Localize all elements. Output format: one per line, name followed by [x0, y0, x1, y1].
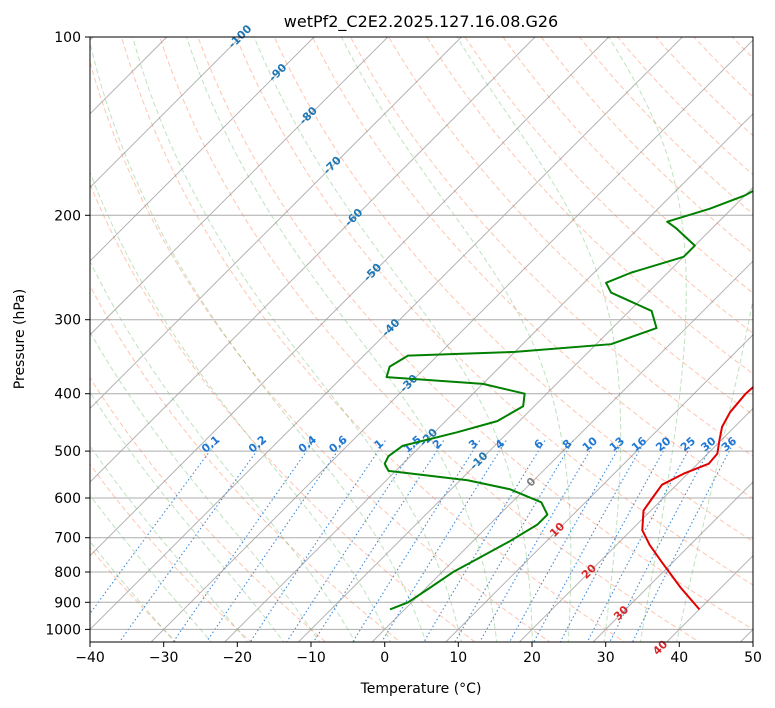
dry-adiabat-line: [464, 37, 753, 334]
x-tick-label: 10: [449, 650, 467, 666]
y-tick-label: 600: [54, 491, 81, 507]
profiles: [383, 189, 753, 611]
isotherm-line: [90, 37, 242, 189]
y-tick-label: 700: [54, 531, 81, 547]
dry-adiabat-line: [273, 37, 753, 543]
mixing-ratio-line: [508, 440, 624, 642]
mixing-ratio-lines: [90, 440, 736, 642]
y-tick-label: 800: [54, 565, 81, 581]
y-tick-label: 900: [54, 595, 81, 611]
mixing-ratio-line: [533, 440, 646, 642]
y-tick-label: 400: [54, 387, 81, 403]
isotherm-line: [223, 113, 753, 642]
plot-frame: [89, 36, 754, 643]
isotherm-line: [90, 37, 463, 410]
x-tick-label: −40: [75, 650, 105, 666]
y-tick-label: 200: [54, 208, 81, 224]
moist-adiabat-line: [90, 40, 427, 642]
x-axis-label: Temperature (°C): [360, 681, 482, 697]
mixing-ratio-line: [286, 440, 420, 642]
moist-adiabat-line: [90, 171, 392, 642]
isotherm-line: [592, 481, 753, 642]
mixing-ratio-line: [454, 440, 574, 642]
x-tick-label: 40: [670, 650, 688, 666]
mixing-ratio-line: [380, 440, 507, 642]
dry-adiabats: [90, 24, 775, 645]
dry-adiabat-line: [90, 60, 551, 642]
moist-adiabat-line: [90, 391, 285, 642]
chart-title: wetPf2_C2E2.2025.127.16.08.G26: [284, 12, 558, 32]
dry-adiabat-line: [90, 284, 402, 642]
mixing-ratio-line: [586, 440, 695, 642]
isotherm-line: [90, 37, 610, 557]
x-axis: −40 −30 −20 −10 0 10 20 30 40 50: [75, 642, 762, 666]
dry-adiabat-line: [197, 37, 753, 631]
dry-adiabat-line: [90, 182, 476, 642]
mixing-ratio-line: [118, 440, 265, 642]
mixing-ratio-line: [205, 440, 346, 642]
y-axis-label: Pressure (hPa): [12, 289, 28, 389]
y-tick-label: 500: [54, 444, 81, 460]
dry-adiabat-line: [235, 37, 753, 586]
dry-adiabat-line: [578, 37, 753, 215]
dewpoint-profile-line: [383, 189, 753, 611]
dry-adiabat-line: [350, 37, 753, 457]
temperature-profile-line: [641, 385, 753, 611]
isobars: [90, 37, 753, 630]
y-axis: 100 200 300 400 500 600 700 800 900 1000: [45, 30, 90, 638]
isotherm-line: [518, 407, 753, 642]
x-tick-label: 30: [597, 650, 615, 666]
isotherm-line: [150, 39, 753, 642]
y-tick-label: 1000: [45, 622, 81, 638]
moist-adiabat-line: [90, 444, 249, 642]
y-tick-label: 300: [54, 313, 81, 329]
dry-adiabat-line: [502, 37, 753, 294]
mixing-ratio-line: [249, 440, 386, 642]
isotherm-line: [90, 37, 315, 262]
isotherm-line: [371, 260, 753, 642]
x-tick-label: −10: [296, 650, 326, 666]
isotherms: [90, 37, 753, 642]
x-tick-label: 20: [523, 650, 541, 666]
mixing-ratio-line: [352, 440, 481, 642]
dry-adiabat-line: [311, 37, 753, 500]
isotherm-line: [90, 37, 536, 483]
dry-adiabat-line: [757, 24, 775, 645]
dry-adiabat-line: [388, 37, 753, 416]
y-tick-label: 100: [54, 30, 81, 46]
dry-adiabat-line: [90, 376, 327, 642]
plot-area-background: [90, 37, 753, 642]
isotherm-line: [297, 186, 753, 642]
mixing-ratio-line: [172, 440, 315, 642]
mixing-ratio-line: [559, 440, 670, 642]
dry-adiabat-line: [617, 37, 753, 176]
mixing-ratio-line: [479, 440, 597, 642]
x-tick-label: −30: [149, 650, 179, 666]
x-tick-label: −20: [223, 650, 253, 666]
isotherm-line: [90, 37, 684, 631]
isotherm-line: [90, 37, 389, 336]
x-tick-label: 50: [744, 650, 762, 666]
isotherm-line: [444, 334, 753, 642]
x-tick-label: 0: [380, 650, 389, 666]
